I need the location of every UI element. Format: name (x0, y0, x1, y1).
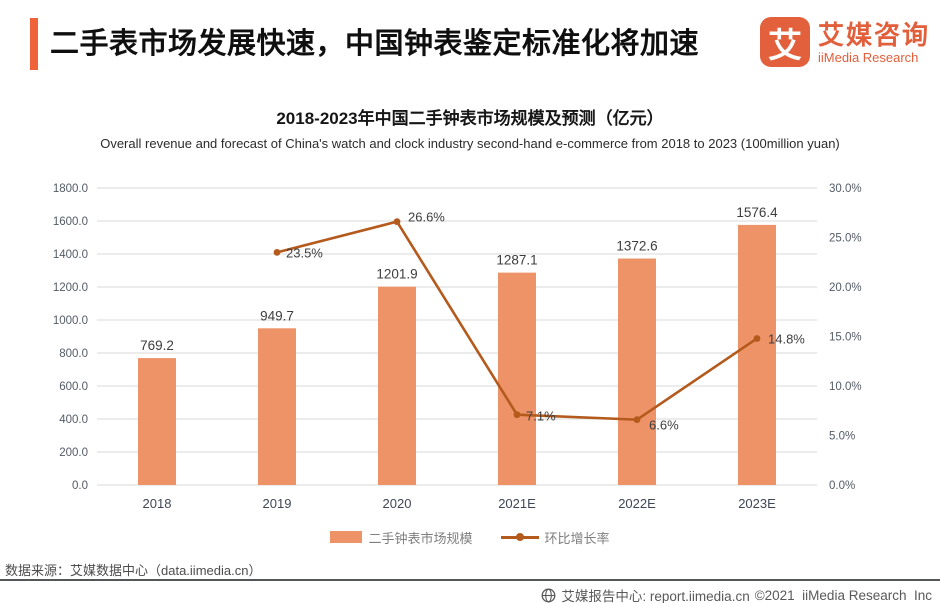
left-axis-tick: 0.0 (72, 480, 88, 492)
bar-value-label: 949.7 (260, 308, 294, 323)
left-axis-tick: 1000.0 (53, 315, 88, 327)
left-axis-tick: 1200.0 (53, 282, 88, 294)
bar-swatch-icon (330, 531, 363, 543)
right-axis-tick: 15.0% (829, 332, 862, 344)
chart-area: 0.0 200.0 400.0 600.0 800.0 1000.0 1200.0 1400.… (0, 175, 940, 520)
bar-2020 (378, 286, 416, 485)
bar-2023E (738, 224, 776, 486)
bar-2022E (618, 258, 656, 485)
left-axis-tick: 1600.0 (53, 216, 88, 228)
legend-item-market-size: 二手钟表市场规模 (330, 528, 473, 547)
right-axis-tick: 10.0% (829, 381, 862, 393)
globe-icon (541, 588, 556, 602)
line-marker (753, 335, 761, 342)
left-axis-tick: 1400.0 (53, 249, 88, 261)
legend-item-growth-rate: 环比增长率 (500, 528, 610, 547)
growth-rate-label: 7.1% (526, 409, 556, 424)
line-marker (393, 218, 401, 226)
left-axis-tick: 1800.0 (53, 183, 88, 195)
chart-title: 2018-2023年中国二手钟表市场规模及预测（亿元） (276, 109, 664, 128)
legend-label: 二手钟表市场规模 (368, 530, 473, 546)
logo-name-cn: 艾媒咨询 (817, 19, 930, 50)
bar-2021E (498, 272, 536, 485)
logo-name-en: iiMedia Research (817, 49, 919, 65)
logo-text: 艾媒咨询 iiMedia Research (818, 20, 930, 65)
right-axis-tick: 0.0% (829, 480, 855, 492)
chart-legend: 二手钟表市场规模 环比增长率 (0, 527, 940, 547)
header: 二手表市场发展快速，中国钟表鉴定标准化将加速 艾 艾媒咨询 iiMedia Re… (0, 14, 940, 76)
left-axis-tick: 600.0 (59, 381, 88, 393)
x-axis-label: 2021E (498, 496, 536, 511)
bar-2019 (258, 328, 296, 485)
line-marker (633, 416, 641, 424)
line-swatch-icon (500, 531, 539, 543)
bar-value-label: 1287.1 (496, 253, 537, 268)
growth-rate-label: 26.6% (408, 210, 445, 225)
growth-rate-label: 23.5% (286, 245, 323, 260)
accent-bar (30, 18, 38, 70)
bar-value-label: 769.2 (140, 338, 174, 353)
legend-label: 环比增长率 (544, 530, 610, 546)
chart-subtitle: Overall revenue and forecast of China's … (100, 136, 840, 151)
chart-canvas: 0.0 200.0 400.0 600.0 800.0 1000.0 1200.0 1400.… (53, 183, 862, 511)
right-axis-tick: 25.0% (829, 233, 862, 245)
line-marker (273, 248, 281, 256)
bar-value-label: 1576.4 (736, 205, 778, 220)
x-axis-label: 2018 (143, 496, 172, 511)
right-axis-tick: 20.0% (829, 282, 862, 294)
x-axis-label: 2020 (383, 496, 412, 511)
growth-rate-label: 14.8% (768, 331, 805, 346)
left-axis-tick: 800.0 (59, 348, 88, 360)
x-axis-label: 2019 (263, 496, 292, 511)
bar-value-label: 1201.9 (376, 267, 417, 282)
data-source-note: 数据来源：艾媒数据中心（data.iimedia.cn） (5, 563, 262, 578)
bar-2018 (138, 358, 176, 485)
right-axis-tick: 5.0% (829, 431, 855, 443)
left-axis-tick: 200.0 (59, 447, 88, 459)
left-axis-tick: 400.0 (59, 414, 88, 426)
growth-rate-label: 6.6% (649, 418, 679, 433)
iimedia-logo-icon: 艾 (759, 17, 810, 67)
line-marker (513, 411, 521, 419)
footer-bar: 艾媒报告中心: report.iimedia.cn ©2021 iiMedia … (541, 585, 932, 603)
iimedia-logo: 艾 艾媒咨询 iiMedia Research (759, 17, 930, 67)
x-axis-label: 2023E (738, 496, 776, 511)
right-axis-tick: 30.0% (829, 183, 862, 195)
report-center-link[interactable]: 艾媒报告中心: report.iimedia.cn (561, 589, 750, 603)
copyright-text: ©2021 iiMedia Research Inc (754, 587, 932, 603)
x-axis-label: 2022E (618, 496, 656, 511)
page-title: 二手表市场发展快速，中国钟表鉴定标准化将加速 (50, 28, 700, 60)
bar-value-label: 1372.6 (616, 239, 657, 254)
footer-divider (0, 579, 940, 581)
